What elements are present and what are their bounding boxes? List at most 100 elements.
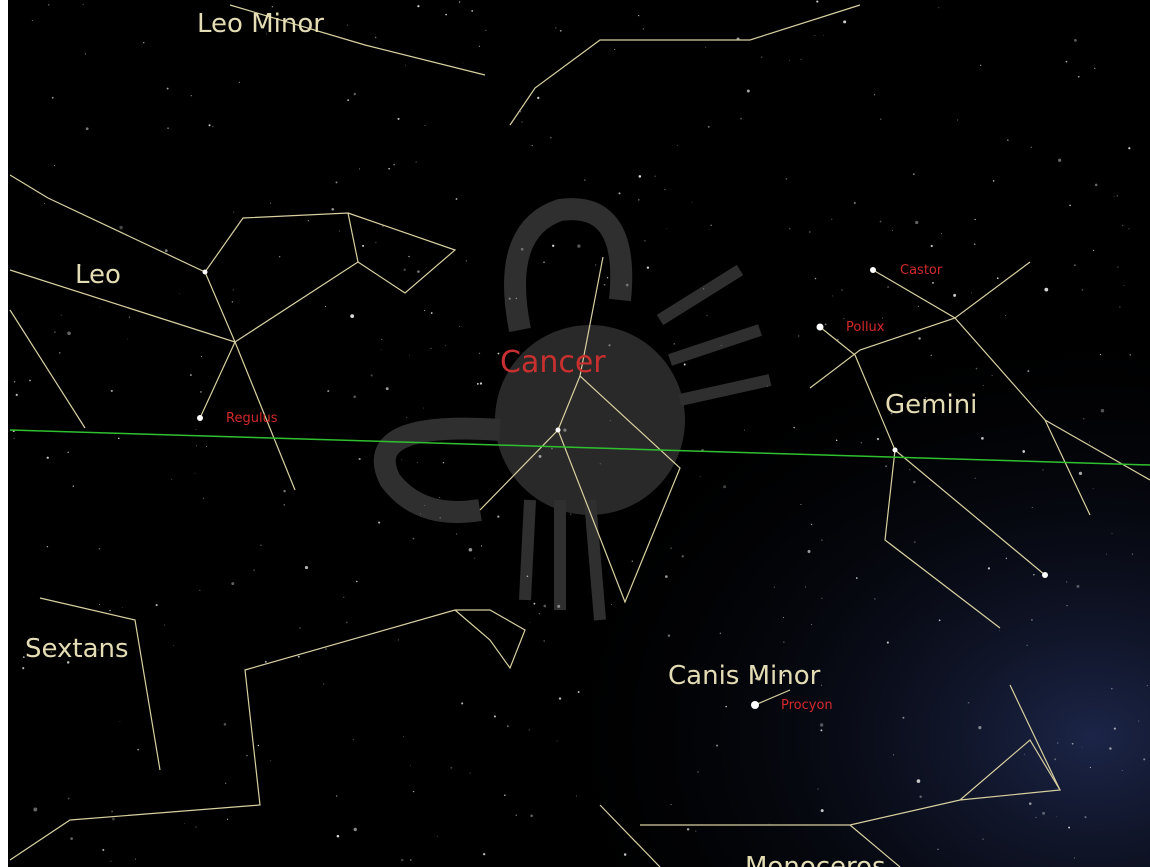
- star: [520, 111, 522, 113]
- star: [1113, 727, 1116, 730]
- star: [54, 331, 56, 333]
- cancer-artwork: [373, 198, 772, 621]
- star: [1058, 158, 1062, 162]
- star: [873, 94, 876, 96]
- star: [646, 266, 650, 269]
- star: [417, 270, 420, 273]
- star: [208, 124, 211, 127]
- star: [323, 683, 325, 685]
- star: [1128, 228, 1130, 230]
- star: [530, 814, 533, 818]
- star: [1121, 769, 1123, 771]
- star: [843, 318, 845, 320]
- star: [380, 349, 382, 351]
- star: [385, 387, 389, 391]
- star: [99, 306, 101, 308]
- star: [270, 202, 272, 204]
- star: [686, 828, 690, 831]
- star: [699, 475, 701, 477]
- star: [270, 760, 272, 762]
- star: [773, 586, 775, 588]
- star: [543, 640, 545, 642]
- star: [599, 463, 601, 465]
- star: [353, 395, 356, 399]
- star: [450, 766, 453, 769]
- constellation-label: Gemini: [885, 390, 977, 420]
- star: [529, 621, 531, 623]
- star: [725, 705, 727, 708]
- star: [644, 240, 646, 242]
- star: [664, 188, 666, 191]
- star: [638, 15, 640, 17]
- star: [558, 697, 562, 700]
- bright-stars: [197, 267, 1048, 709]
- star: [195, 429, 197, 430]
- star: [1121, 224, 1124, 227]
- star: [550, 136, 552, 139]
- star: [1106, 553, 1108, 555]
- star: [982, 838, 984, 840]
- star: [167, 127, 169, 129]
- star: [1044, 287, 1049, 292]
- star: [1128, 147, 1131, 150]
- star: [916, 779, 921, 783]
- star: [800, 504, 802, 506]
- star: [526, 575, 529, 578]
- star: [783, 641, 785, 643]
- star: [1092, 488, 1094, 490]
- star: [809, 231, 811, 233]
- star: [609, 420, 611, 422]
- star: [528, 729, 530, 731]
- star: [1066, 581, 1068, 583]
- star: [1042, 469, 1044, 471]
- star: [84, 53, 86, 55]
- star: [1111, 687, 1113, 690]
- star: [755, 677, 758, 680]
- star: [462, 62, 464, 64]
- star: [1028, 802, 1032, 805]
- constellation-label: Leo: [75, 260, 121, 290]
- star: [1077, 75, 1080, 78]
- star: [853, 201, 856, 205]
- star: [820, 729, 823, 732]
- star: [44, 203, 46, 204]
- star: [736, 677, 739, 680]
- star: [520, 247, 524, 251]
- star: [1005, 314, 1007, 316]
- star: [584, 179, 586, 181]
- star: [557, 604, 561, 608]
- star: [225, 782, 227, 784]
- star: [98, 548, 101, 550]
- star: [577, 691, 580, 694]
- star: [543, 604, 547, 608]
- star: [814, 35, 816, 36]
- star: [1035, 816, 1037, 818]
- star: [932, 281, 934, 284]
- star: [807, 550, 811, 553]
- star: [798, 335, 800, 337]
- star: [1057, 742, 1059, 744]
- star: [746, 89, 750, 93]
- star: [710, 224, 712, 226]
- star: [1092, 249, 1095, 252]
- star: [608, 344, 611, 347]
- star: [283, 503, 286, 506]
- star: [260, 544, 262, 547]
- star: [814, 277, 817, 280]
- star: [623, 853, 627, 856]
- star: [50, 651, 53, 653]
- star: [46, 456, 49, 459]
- star: [873, 597, 876, 600]
- star: [439, 496, 441, 498]
- star: [257, 744, 260, 747]
- star: [345, 621, 348, 624]
- star: [1099, 353, 1102, 356]
- star: [72, 643, 75, 645]
- star: [938, 619, 941, 622]
- star: [606, 277, 609, 279]
- star: [1111, 533, 1113, 535]
- star: [821, 539, 823, 541]
- star: [978, 726, 982, 730]
- star: [821, 597, 823, 599]
- star: [1023, 753, 1025, 755]
